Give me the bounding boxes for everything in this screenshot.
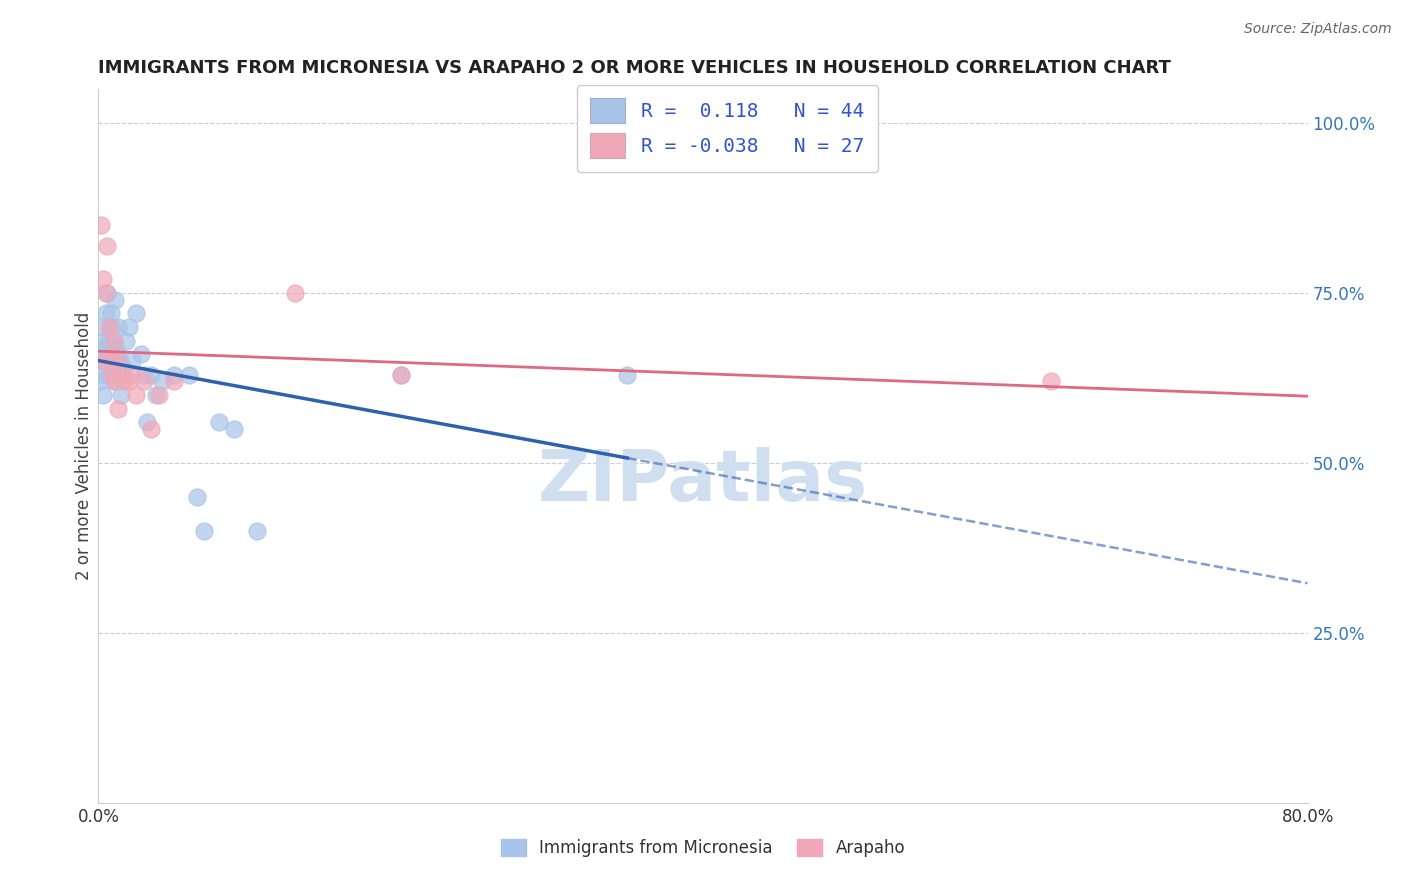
Point xyxy=(94,286,117,301)
Point xyxy=(246,524,269,538)
Point xyxy=(103,375,125,389)
Point xyxy=(91,320,114,334)
Point xyxy=(110,388,132,402)
Point xyxy=(93,334,115,348)
Point xyxy=(107,401,129,416)
Point xyxy=(104,341,127,355)
Text: ZIPatlas: ZIPatlas xyxy=(538,447,868,516)
Point xyxy=(132,375,155,389)
Point xyxy=(89,375,111,389)
Point xyxy=(135,415,157,429)
Point xyxy=(104,375,127,389)
Point xyxy=(93,354,115,368)
Text: Source: ZipAtlas.com: Source: ZipAtlas.com xyxy=(1244,22,1392,37)
Point xyxy=(121,354,143,368)
Point xyxy=(96,238,118,252)
Legend: R =  0.118   N = 44, R = -0.038   N = 27: R = 0.118 N = 44, R = -0.038 N = 27 xyxy=(576,85,877,171)
Point xyxy=(104,293,127,307)
Point xyxy=(179,368,201,382)
Point xyxy=(98,368,121,382)
Point xyxy=(1039,375,1062,389)
Point xyxy=(94,306,117,320)
Point xyxy=(90,354,112,368)
Point xyxy=(110,368,132,382)
Point xyxy=(389,368,412,382)
Point xyxy=(208,415,231,429)
Point xyxy=(145,388,167,402)
Point xyxy=(148,388,170,402)
Point xyxy=(132,368,155,382)
Point xyxy=(101,360,124,375)
Point xyxy=(101,320,124,334)
Point xyxy=(141,368,163,382)
Point xyxy=(90,218,112,232)
Point xyxy=(96,354,118,368)
Point xyxy=(98,334,121,348)
Point xyxy=(100,347,122,361)
Point xyxy=(103,334,125,348)
Point xyxy=(108,354,131,368)
Point xyxy=(105,347,128,361)
Point xyxy=(125,388,148,402)
Point xyxy=(91,272,114,286)
Point xyxy=(193,524,215,538)
Point xyxy=(121,368,143,382)
Point xyxy=(111,360,134,375)
Point xyxy=(101,368,124,382)
Point xyxy=(94,341,117,355)
Point xyxy=(125,306,148,320)
Point xyxy=(186,490,208,504)
Point xyxy=(224,422,246,436)
Point xyxy=(105,354,128,368)
Point xyxy=(284,286,307,301)
Text: IMMIGRANTS FROM MICRONESIA VS ARAPAHO 2 OR MORE VEHICLES IN HOUSEHOLD CORRELATIO: IMMIGRANTS FROM MICRONESIA VS ARAPAHO 2 … xyxy=(98,59,1171,77)
Point xyxy=(93,368,115,382)
Point xyxy=(163,375,186,389)
Point xyxy=(112,375,135,389)
Point xyxy=(114,334,136,348)
Point xyxy=(100,306,122,320)
Point xyxy=(96,286,118,301)
Point xyxy=(163,368,186,382)
Point xyxy=(141,422,163,436)
Point xyxy=(616,368,638,382)
Point xyxy=(118,320,141,334)
Point xyxy=(98,320,121,334)
Point xyxy=(389,368,412,382)
Point xyxy=(107,320,129,334)
Point xyxy=(150,375,173,389)
Y-axis label: 2 or more Vehicles in Household: 2 or more Vehicles in Household xyxy=(75,312,93,580)
Point xyxy=(91,388,114,402)
Point xyxy=(100,354,122,368)
Point xyxy=(118,375,141,389)
Point xyxy=(129,347,152,361)
Point xyxy=(103,334,125,348)
